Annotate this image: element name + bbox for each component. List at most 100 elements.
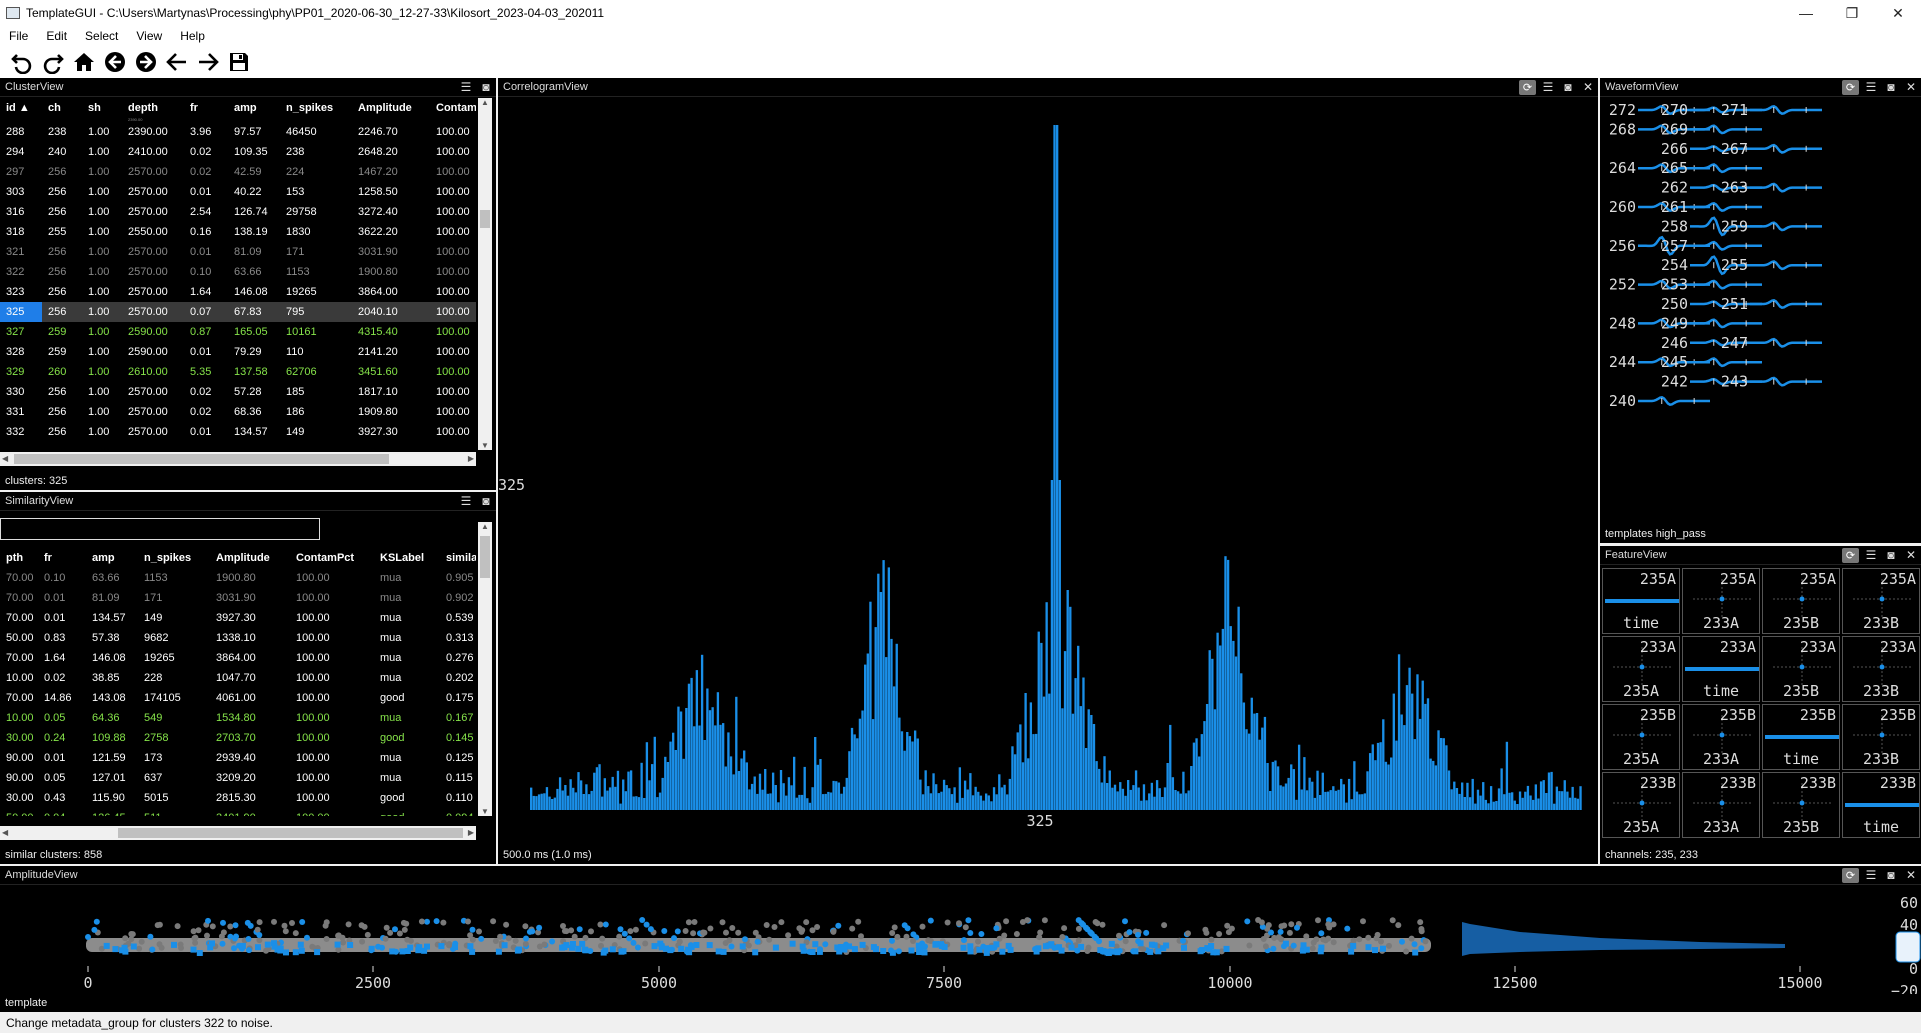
menu-view[interactable]: View [136, 29, 163, 43]
menu-icon[interactable]: ☰ [1865, 868, 1877, 882]
close-icon[interactable]: ✕ [1582, 80, 1594, 94]
table-row[interactable]: 325 256 1.00 2570.00 0.07 67.83 795 2040.10 100.… [0, 302, 476, 322]
table-row[interactable]: 70.00 0.01 134.57 149 3927.30 100.00 mua 0.539 [0, 608, 476, 628]
menu-edit[interactable]: Edit [46, 29, 68, 43]
close-icon[interactable]: ✕ [1905, 548, 1917, 562]
feature-subplot[interactable]: 233A 235B [1762, 636, 1840, 702]
table-row[interactable]: 332 256 1.00 2570.00 0.01 134.57 149 3927.30 100… [0, 422, 476, 442]
table-row[interactable]: 70.00 0.01 81.09 171 3031.90 100.00 mua 0.902 [0, 588, 476, 608]
table-row[interactable]: 318 255 1.00 2550.00 0.16 138.19 1830 3622.20 10… [0, 222, 476, 242]
table-row[interactable]: 70.00 1.64 146.08 19265 3864.00 100.00 mua 0.27… [0, 648, 476, 668]
feature-subplot[interactable]: 235A time [1602, 568, 1680, 634]
menu-icon[interactable]: ☰ [460, 80, 472, 94]
table-row[interactable]: 323 256 1.00 2570.00 1.64 146.08 19265 3864.00 1… [0, 282, 476, 302]
forward-button[interactable] [132, 48, 160, 76]
previous-button[interactable] [163, 48, 191, 76]
camera-icon[interactable]: ◙ [1887, 548, 1895, 562]
side-handle-icon[interactable] [1895, 931, 1921, 963]
similarity-column-header[interactable]: KSLabel [380, 552, 425, 564]
table-row[interactable]: 50.00 0.83 57.38 9682 1338.10 100.00 mua 0.313 [0, 628, 476, 648]
cluster-column-header[interactable]: n_spikes [286, 102, 334, 114]
table-row[interactable]: 90.00 0.05 127.01 637 3209.20 100.00 mua 0.115 [0, 768, 476, 788]
feature-subplot[interactable]: 235B 233A [1682, 704, 1760, 770]
cluster-horizontal-scrollbar[interactable]: ◀ ▶ [0, 452, 476, 466]
similarity-column-header[interactable]: ContamPct [296, 552, 355, 564]
refresh-icon[interactable]: ⟳ [1519, 79, 1536, 95]
table-row[interactable]: 316 256 1.00 2570.00 2.54 126.74 29758 3272.40 1… [0, 202, 476, 222]
save-button[interactable] [225, 48, 253, 76]
feature-subplot[interactable]: 235A 235B [1762, 568, 1840, 634]
similarity-horizontal-scrollbar[interactable]: ◀ ▶ [0, 826, 476, 840]
camera-icon[interactable]: ◙ [1887, 80, 1895, 94]
cluster-table[interactable]: id ▲ ch sh depth fr amp n_spikes Amplitude Conta… [0, 98, 476, 442]
menu-select[interactable]: Select [85, 29, 119, 43]
table-row[interactable]: 30.00 0.24 109.88 2758 2703.70 100.00 good 0.14… [0, 728, 476, 748]
home-button[interactable] [70, 48, 98, 76]
table-row[interactable]: 10.00 0.02 38.85 228 1047.70 100.00 mua 0.202 [0, 668, 476, 688]
feature-subplot[interactable]: 233B 233A [1682, 772, 1760, 838]
cluster-column-header[interactable]: depth [128, 102, 158, 114]
menu-icon[interactable]: ☰ [1865, 80, 1877, 94]
menu-icon[interactable]: ☰ [1542, 80, 1554, 94]
table-row[interactable]: 30.00 0.43 115.90 5015 2815.30 100.00 good 0.11… [0, 788, 476, 808]
table-row[interactable]: 303 256 1.00 2570.00 0.01 40.22 153 1258.50 100.… [0, 182, 476, 202]
feature-subplot[interactable]: 233B 235A [1602, 772, 1680, 838]
correlogram-plot[interactable]: 325 325 [498, 98, 1598, 846]
table-row[interactable]: 294 240 1.00 2410.00 0.02 109.35 238 2648.20 100… [0, 142, 476, 162]
feature-grid[interactable]: 235A time 235A 233A 235A 235B 235A 233B 233A 235A… [1602, 568, 1920, 842]
table-row[interactable]: 329 260 1.00 2610.00 5.35 137.58 62706 3451.60 1… [0, 362, 476, 382]
similarity-hscroll-thumb[interactable] [118, 828, 463, 838]
refresh-icon[interactable]: ⟳ [1842, 547, 1859, 563]
similarity-column-header[interactable]: Amplitude [216, 552, 270, 564]
table-row[interactable]: 10.00 0.05 64.36 549 1534.80 100.00 mua 0.167 [0, 708, 476, 728]
menu-icon[interactable]: ☰ [1865, 548, 1877, 562]
table-row[interactable]: 90.00 0.01 121.59 173 2939.40 100.00 mua 0.125 [0, 748, 476, 768]
similarity-table[interactable]: pth fr amp n_spikes Amplitude ContamPct KSLabe… [0, 548, 476, 816]
cluster-column-header[interactable]: Amplitude [358, 102, 412, 114]
table-row[interactable]: 288 238 1.00 2390.00 3.96 97.57 46450 2246.70 10… [0, 122, 476, 142]
maximize-button[interactable]: ❐ [1845, 4, 1859, 21]
cluster-column-header[interactable]: ContamPct [436, 102, 476, 114]
similarity-column-header[interactable]: pth [6, 552, 24, 564]
cluster-column-header[interactable]: sh [88, 102, 101, 114]
table-row[interactable]: 321 256 1.00 2570.00 0.01 81.09 171 3031.90 100.… [0, 242, 476, 262]
table-row[interactable]: 322 256 1.00 2570.00 0.10 63.66 1153 1900.80 100… [0, 262, 476, 282]
camera-icon[interactable]: ◙ [482, 80, 490, 94]
next-button[interactable] [194, 48, 222, 76]
cluster-column-header[interactable]: id ▲ [6, 102, 30, 114]
feature-subplot[interactable]: 233A 233B [1842, 636, 1920, 702]
table-row[interactable]: 327 259 1.00 2590.00 0.87 165.05 10161 4315.40 1… [0, 322, 476, 342]
feature-subplot[interactable]: 235B time [1762, 704, 1840, 770]
feature-subplot[interactable]: 235B 233B [1842, 704, 1920, 770]
camera-icon[interactable]: ◙ [1564, 80, 1572, 94]
back-button[interactable] [101, 48, 129, 76]
feature-subplot[interactable]: 235A 233A [1682, 568, 1760, 634]
similarity-column-header[interactable]: amp [92, 552, 115, 564]
refresh-icon[interactable]: ⟳ [1842, 867, 1859, 883]
close-window-button[interactable]: ✕ [1892, 4, 1904, 21]
similarity-scroll-thumb[interactable] [480, 536, 490, 578]
similarity-column-header[interactable]: fr [44, 552, 52, 564]
table-row[interactable]: 331 256 1.00 2570.00 0.02 68.36 186 1909.80 100.… [0, 402, 476, 422]
feature-subplot[interactable]: 235A 233B [1842, 568, 1920, 634]
cluster-column-header[interactable]: fr [190, 102, 198, 114]
camera-icon[interactable]: ◙ [482, 494, 490, 508]
close-icon[interactable]: ✕ [1905, 80, 1917, 94]
close-icon[interactable]: ✕ [1905, 868, 1917, 882]
similarity-filter-input[interactable] [0, 518, 320, 540]
table-row[interactable]: 70.00 14.86 143.08 174105 4061.00 100.00 good 0… [0, 688, 476, 708]
cluster-hscroll-thumb[interactable] [14, 454, 389, 464]
feature-subplot[interactable]: 233B 235B [1762, 772, 1840, 838]
feature-subplot[interactable]: 233A 235A [1602, 636, 1680, 702]
table-row[interactable]: 297 256 1.00 2570.00 0.02 42.59 224 1467.20 100.… [0, 162, 476, 182]
cluster-column-header[interactable]: ch [48, 102, 61, 114]
camera-icon[interactable]: ◙ [1887, 868, 1895, 882]
feature-subplot[interactable]: 233A time [1682, 636, 1760, 702]
cluster-vertical-scrollbar[interactable]: ▲ ▼ [478, 98, 492, 450]
table-row[interactable]: 70.00 0.10 63.66 1153 1900.80 100.00 mua 0.905 [0, 568, 476, 588]
feature-subplot[interactable]: 233B time [1842, 772, 1920, 838]
cluster-scroll-thumb[interactable] [480, 210, 490, 228]
menu-file[interactable]: File [9, 29, 29, 43]
